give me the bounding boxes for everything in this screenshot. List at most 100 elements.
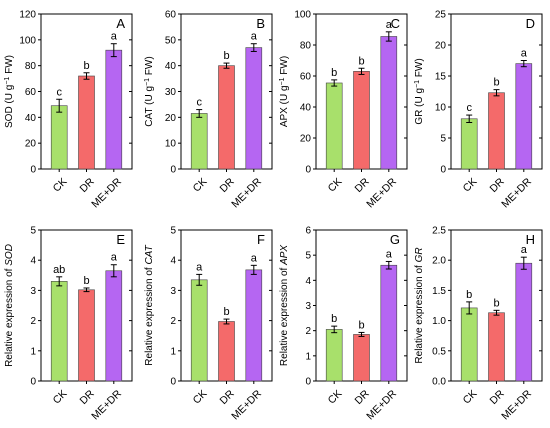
x-tick-label: DR (488, 175, 508, 195)
x-tick-label: CK (191, 388, 210, 407)
y-tick-label: 0 (30, 165, 36, 176)
y-tick-label: 60 (165, 10, 177, 21)
y-axis-label-part: Relative expression of (4, 266, 15, 367)
x-tick-label: CK (326, 176, 345, 195)
panel-h: 0.0 0.5 1.0 1.5 2.0 2.5 Relative expression of… (414, 226, 543, 422)
bar-ck (190, 279, 208, 382)
panel-letter: E (116, 232, 125, 247)
y-tick-label: 120 (19, 10, 36, 21)
y-axis-label-part: FW) (4, 55, 15, 77)
y-axis-label-part: −1 (279, 77, 286, 85)
y-axis-label-part: CAT (U g (144, 86, 155, 127)
y-tick-label: 6 (305, 226, 311, 237)
bar-me-dr (245, 47, 263, 170)
significance-letter: b (493, 297, 499, 309)
y-axis-label-part: SOD (4, 244, 15, 266)
panel-c: 0 20 40 60 80 100 APX (U g−1 FW) Cb CK b DR a ME+DR (279, 10, 408, 210)
y-tick-label: 40 (25, 113, 37, 124)
bar-dr (78, 75, 95, 170)
y-tick-label: 1.5 (432, 286, 446, 297)
y-tick-label: 0 (170, 165, 176, 176)
y-axis-label-part: FW) (144, 56, 155, 78)
y-tick-label: 20 (165, 113, 177, 124)
panel-f: 0 1 2 3 4 5 Relative expression of CAT Fa CK b DR a… (144, 226, 273, 422)
y-tick-label: 0 (30, 377, 36, 388)
bar-dr (218, 65, 235, 170)
panel-b: 0 10 20 30 40 50 60 CAT (U g−1 FW) Bc CK b DR a ME+DR (144, 10, 273, 210)
y-tick-label: 1 (170, 346, 176, 357)
significance-letter: a (521, 244, 528, 256)
panel-letter: A (116, 16, 125, 31)
panel-letter: D (526, 16, 535, 31)
x-tick-label: ME+DR (499, 175, 534, 210)
x-tick-label: DR (353, 387, 373, 407)
significance-letter: b (331, 67, 337, 79)
y-tick-label: 50 (165, 35, 177, 46)
y-axis-label: Relative expression of SOD (4, 244, 15, 367)
y-axis-label-part: FW) (279, 56, 290, 78)
x-tick-label: ME+DR (229, 387, 264, 422)
y-axis-label-part: −1 (4, 77, 11, 85)
x-tick-label: CK (51, 388, 70, 407)
x-tick-label: DR (78, 387, 98, 407)
y-axis-label-part: APX (279, 245, 290, 266)
panel-letter: H (526, 232, 535, 247)
x-tick-label: DR (218, 175, 238, 195)
x-tick-label: ME+DR (89, 175, 124, 210)
bar-me-dr (105, 270, 123, 382)
y-axis-label-part: FW) (414, 58, 425, 80)
y-tick-label: 5 (305, 251, 311, 262)
x-tick-label: CK (51, 176, 70, 195)
y-tick-label: 4 (30, 256, 36, 267)
x-tick-label: DR (353, 175, 373, 195)
bar-ck (190, 113, 208, 170)
y-axis-label: Relative expression of CAT (144, 244, 155, 365)
bar-dr (353, 334, 370, 382)
y-tick-label: 0 (305, 165, 311, 176)
bar-dr (488, 92, 505, 170)
x-tick-label: DR (218, 387, 238, 407)
bar-me-dr (245, 269, 263, 382)
y-tick-label: 15 (435, 72, 447, 83)
y-tick-label: 0 (305, 377, 311, 388)
significance-letter: a (111, 31, 118, 43)
significance-letter: c (196, 97, 202, 109)
x-tick-label: CK (326, 388, 345, 407)
y-tick-label: 60 (25, 87, 37, 98)
y-axis-label-part: GR (U g (414, 88, 425, 125)
bar-dr (488, 312, 505, 382)
y-tick-label: 0 (170, 377, 176, 388)
significance-letter: b (331, 313, 337, 325)
significance-letter: b (466, 289, 472, 301)
y-tick-label: 100 (294, 10, 311, 21)
y-tick-label: 3 (30, 286, 36, 297)
bar-me-dr (380, 264, 398, 382)
y-tick-label: 5 (440, 134, 446, 145)
y-tick-label: 100 (19, 35, 36, 46)
significance-letter: c (56, 86, 62, 98)
y-axis-label-part: APX (U g (279, 85, 290, 127)
significance-letter: a (521, 48, 528, 60)
significance-letter: a (111, 252, 118, 264)
y-tick-label: 1 (30, 346, 36, 357)
y-tick-label: 25 (435, 10, 447, 21)
y-axis-label-part: Relative expression of (144, 265, 155, 366)
significance-letter: a (196, 261, 203, 273)
bar-ck (460, 307, 478, 382)
y-axis-label-part: Relative expression of (414, 262, 425, 363)
panel-letter: B (256, 16, 265, 31)
y-tick-label: 80 (25, 61, 37, 72)
panel-letter: G (390, 232, 400, 247)
y-axis-label-part: CAT (144, 244, 155, 264)
y-tick-label: 5 (170, 226, 176, 237)
y-tick-label: 2 (30, 316, 36, 327)
y-tick-label: 20 (25, 139, 37, 150)
bar-dr (353, 71, 370, 170)
y-axis-label: APX (U g−1 FW) (279, 56, 291, 127)
significance-letter: a (386, 19, 393, 31)
significance-letter: b (83, 275, 89, 287)
bar-ck (325, 82, 343, 170)
bar-ck (50, 105, 68, 170)
significance-letter: b (223, 306, 229, 318)
y-axis-label: Relative expression of APX (279, 245, 290, 367)
